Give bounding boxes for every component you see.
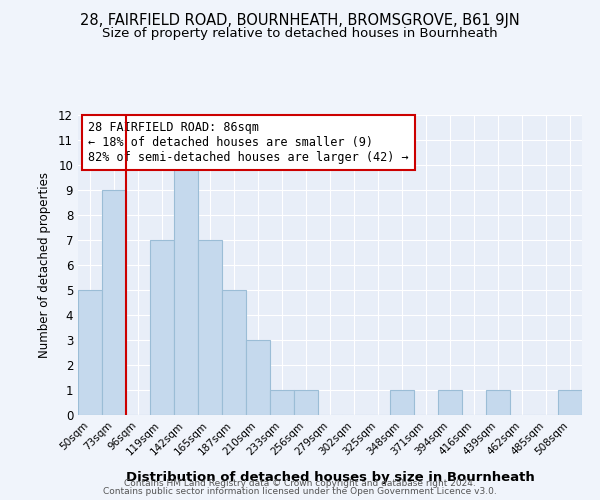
Text: 28 FAIRFIELD ROAD: 86sqm
← 18% of detached houses are smaller (9)
82% of semi-de: 28 FAIRFIELD ROAD: 86sqm ← 18% of detach… bbox=[88, 121, 409, 164]
Bar bbox=[150, 240, 174, 415]
X-axis label: Distribution of detached houses by size in Bournheath: Distribution of detached houses by size … bbox=[125, 470, 535, 484]
Bar bbox=[222, 290, 246, 415]
Bar bbox=[438, 390, 462, 415]
Text: Contains HM Land Registry data © Crown copyright and database right 2024.: Contains HM Land Registry data © Crown c… bbox=[124, 478, 476, 488]
Bar bbox=[486, 390, 510, 415]
Bar bbox=[246, 340, 270, 415]
Bar bbox=[558, 390, 582, 415]
Text: Size of property relative to detached houses in Bournheath: Size of property relative to detached ho… bbox=[102, 28, 498, 40]
Text: 28, FAIRFIELD ROAD, BOURNHEATH, BROMSGROVE, B61 9JN: 28, FAIRFIELD ROAD, BOURNHEATH, BROMSGRO… bbox=[80, 12, 520, 28]
Bar bbox=[174, 165, 198, 415]
Y-axis label: Number of detached properties: Number of detached properties bbox=[38, 172, 51, 358]
Bar bbox=[78, 290, 102, 415]
Bar bbox=[390, 390, 414, 415]
Bar bbox=[198, 240, 222, 415]
Bar bbox=[294, 390, 318, 415]
Text: Contains public sector information licensed under the Open Government Licence v3: Contains public sector information licen… bbox=[103, 487, 497, 496]
Bar bbox=[102, 190, 126, 415]
Bar bbox=[270, 390, 294, 415]
